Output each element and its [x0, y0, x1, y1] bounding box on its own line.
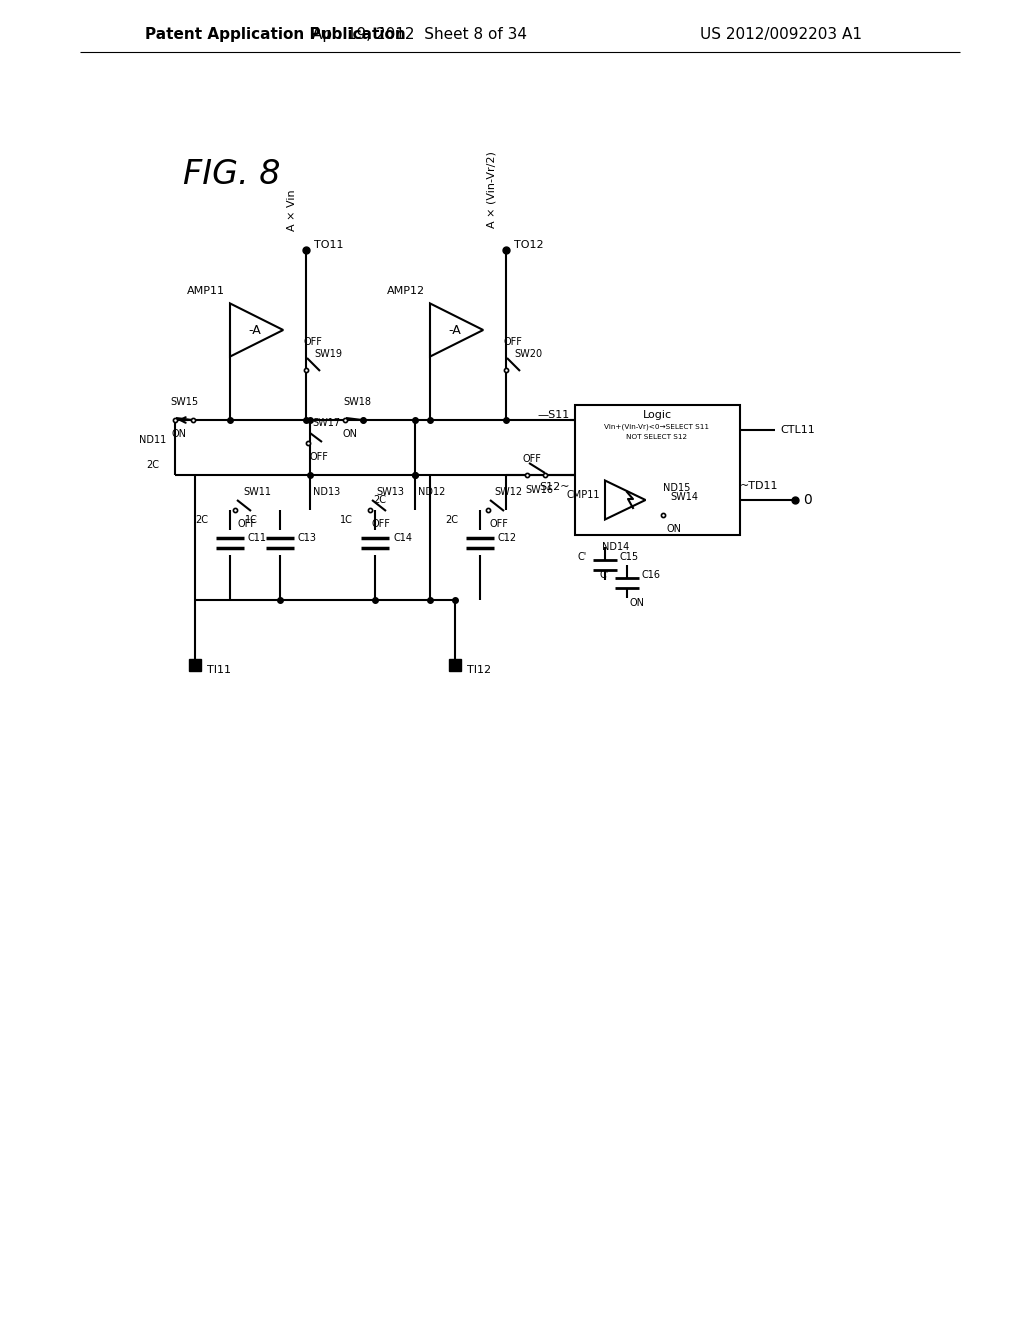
Text: CMP11: CMP11	[566, 490, 600, 500]
Text: ND15: ND15	[663, 483, 690, 492]
Text: SW12: SW12	[494, 487, 522, 498]
Text: ND14: ND14	[602, 543, 630, 552]
Text: 2C: 2C	[374, 495, 386, 506]
Text: 1C: 1C	[245, 515, 258, 525]
Text: OFF: OFF	[489, 519, 508, 529]
Text: US 2012/0092203 A1: US 2012/0092203 A1	[700, 28, 862, 42]
Text: 2C: 2C	[445, 515, 458, 525]
Text: C14: C14	[393, 533, 412, 543]
Text: AMP12: AMP12	[387, 286, 425, 297]
Text: CTL11: CTL11	[780, 425, 815, 436]
Text: OFF: OFF	[522, 454, 542, 465]
Text: -A: -A	[249, 323, 261, 337]
Text: SW18: SW18	[343, 397, 371, 407]
Text: -A: -A	[449, 323, 461, 337]
Text: SW14: SW14	[671, 492, 698, 502]
Text: SW16: SW16	[525, 484, 553, 495]
Text: AMP11: AMP11	[187, 286, 225, 297]
Text: TO12: TO12	[514, 240, 544, 249]
Text: SW20: SW20	[514, 348, 542, 359]
Text: TI11: TI11	[207, 665, 231, 675]
Text: Apr. 19, 2012  Sheet 8 of 34: Apr. 19, 2012 Sheet 8 of 34	[312, 28, 527, 42]
Text: ND12: ND12	[418, 487, 445, 498]
Text: C12: C12	[498, 533, 517, 543]
Text: C': C'	[578, 552, 587, 562]
Text: FIG. 8: FIG. 8	[183, 158, 281, 191]
Text: S12~: S12~	[540, 482, 570, 492]
Text: SW19: SW19	[314, 348, 342, 359]
Text: 2C: 2C	[146, 459, 160, 470]
Text: SW17: SW17	[312, 418, 340, 428]
Text: 1C: 1C	[340, 515, 353, 525]
Text: OFF: OFF	[371, 519, 390, 529]
Text: OFF: OFF	[504, 337, 523, 347]
Text: ~TD11: ~TD11	[740, 480, 778, 491]
Text: A × (Vin-Vr/2): A × (Vin-Vr/2)	[487, 152, 497, 228]
Text: ON: ON	[342, 429, 357, 440]
Text: OFF: OFF	[237, 519, 256, 529]
Text: C15: C15	[618, 552, 638, 562]
Text: C13: C13	[298, 533, 317, 543]
Text: —S11: —S11	[538, 411, 570, 420]
Text: ON: ON	[171, 429, 186, 440]
Text: NOT SELECT S12: NOT SELECT S12	[627, 434, 687, 440]
Text: A × Vin: A × Vin	[287, 189, 297, 231]
Text: C11: C11	[248, 533, 267, 543]
Text: ND11: ND11	[139, 436, 167, 445]
Text: Vin+(Vin-Vr)<0→SELECT S11: Vin+(Vin-Vr)<0→SELECT S11	[604, 424, 710, 430]
Text: OFF: OFF	[304, 337, 323, 347]
Text: 2C: 2C	[195, 515, 208, 525]
Text: TI12: TI12	[467, 665, 492, 675]
Text: ON: ON	[629, 598, 644, 609]
Text: SW13: SW13	[376, 487, 404, 498]
Text: ON: ON	[667, 524, 682, 535]
Text: C': C'	[600, 570, 609, 579]
Text: Logic: Logic	[642, 411, 672, 420]
Text: OFF: OFF	[310, 451, 329, 462]
Text: 0: 0	[803, 492, 812, 507]
Text: SW11: SW11	[243, 487, 271, 498]
Text: ND13: ND13	[313, 487, 340, 498]
FancyBboxPatch shape	[575, 405, 740, 535]
Text: TO11: TO11	[314, 240, 343, 249]
Text: C16: C16	[641, 570, 660, 579]
Text: SW15: SW15	[170, 397, 198, 407]
Text: Patent Application Publication: Patent Application Publication	[145, 28, 406, 42]
